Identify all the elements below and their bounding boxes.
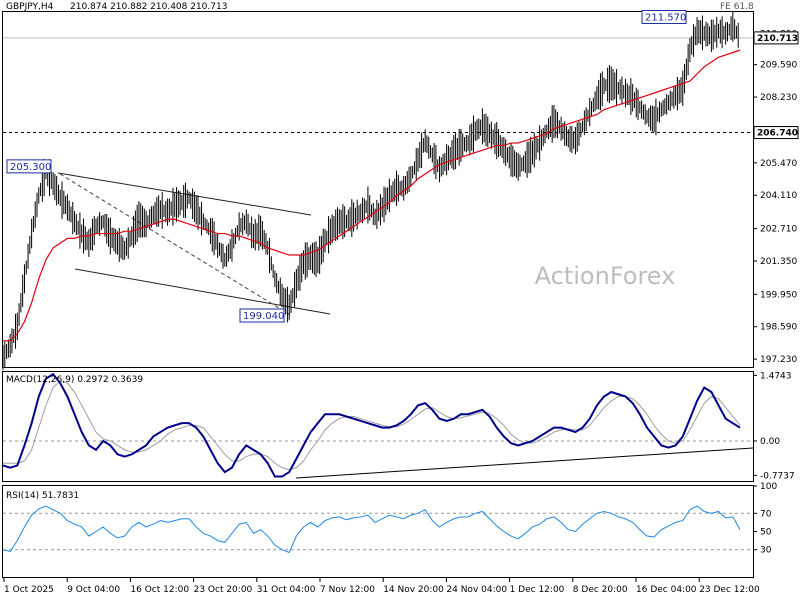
moving-average-line [3,49,741,342]
macd-line [2,372,741,478]
annotation-label: 205.300 [10,162,51,173]
annotation-box [239,308,285,323]
current-price-box-label: 210.713 [757,34,798,44]
rsi-axis-label: 100 [760,482,777,492]
macd-layer [2,372,754,479]
level-price-box-label: 206.740 [757,129,798,139]
axis-layer: 210.890209.590208.230206.870205.470204.1… [3,30,799,595]
x-axis-label: 7 Nov 12:00 [320,585,375,595]
x-axis-label: 8 Dec 20:00 [573,585,628,595]
annotation-211-570: 211.570 [641,9,687,24]
level-price-box-frame [753,126,799,140]
macd-axis-label: 1.4743 [760,371,792,381]
level-price-box: 206.740 [753,126,799,140]
price-axis-label: 204.110 [760,191,797,201]
price-axis-label: 208.230 [760,93,797,103]
x-axis-label: 14 Nov 20:00 [383,585,444,595]
price-axis-label: 201.350 [760,257,797,267]
price-axis-label: 205.470 [760,159,797,169]
price-axis-label: 202.710 [760,225,797,235]
fe-label: FE 61.8 [720,2,754,12]
rsi-axis-label: 30 [760,546,772,556]
header-ohlc: 210.874 210.882 210.408 210.713 [70,2,227,12]
header-symbol: GBPJPY,H4 [6,2,54,12]
current-price-box: 210.713 [753,31,799,45]
x-axis-label: 24 Nov 04:00 [446,585,507,595]
x-axis-label: 23 Dec 12:00 [699,585,760,595]
annotation-label: 211.570 [645,12,686,23]
price-axis-label: 197.230 [760,355,797,365]
price-axis-label: 199.950 [760,290,797,300]
rsi-axis-label: 70 [760,509,772,519]
annotation-199-040: 199.040 [239,308,285,323]
rsi-line [2,505,741,554]
rsi-layer [2,505,753,554]
current-price-box-frame [753,31,799,45]
macd-axis-label: 0.00 [760,437,780,447]
price-axis-label: 198.590 [760,323,797,333]
channel-upper-trendline [57,172,312,216]
price-panel-frame [2,11,754,368]
price-layer: 205.300 199.040 211.570 [2,9,753,370]
x-axis-label: 1 Dec 12:00 [510,585,565,595]
macd-axis-label: -0.7737 [760,471,795,481]
annotation-label: 199.040 [243,311,284,322]
x-axis-label: 16 Oct 12:00 [130,585,189,595]
annotation-box [641,9,687,24]
macd-trendline [295,447,754,479]
x-axis-label: 1 Oct 2025 [4,585,54,595]
x-axis-label: 9 Oct 04:00 [67,585,120,595]
rsi-title: RSI(14) 51.7831 [6,491,79,501]
annotation-205-300: 205.300 [6,159,52,174]
x-axis-label: 23 Oct 20:00 [194,585,253,595]
watermark: ActionForex [535,262,676,290]
macd-title: MACD(12,26,9) 0.2972 0.3639 [6,375,143,385]
x-axis-label: 16 Dec 04:00 [636,585,697,595]
rsi-axis-label: 50 [760,528,772,538]
macd-signal-line [3,380,741,471]
x-axis-label: 31 Oct 04:00 [257,585,316,595]
dashed-trendline [59,173,293,317]
annotation-box [6,159,52,174]
macd-panel-frame [2,371,754,482]
price-axis-label: 209.590 [760,61,797,71]
